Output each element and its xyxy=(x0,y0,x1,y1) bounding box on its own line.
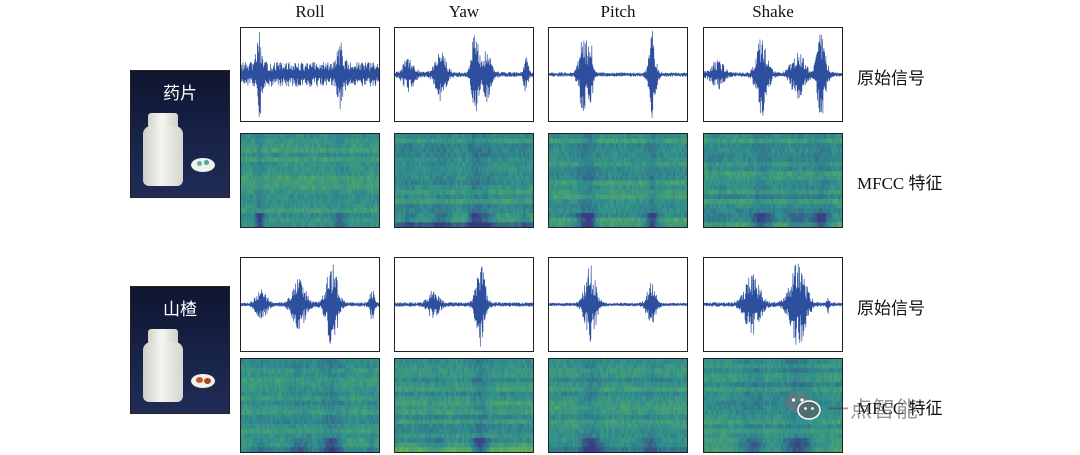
signal-panel-hawthorn-shake xyxy=(703,257,843,352)
pill-icon xyxy=(197,161,202,166)
wechat-icon xyxy=(785,391,821,420)
signal-trace xyxy=(395,266,533,347)
mfcc-panel-hawthorn-roll xyxy=(240,358,380,453)
hawthorn-slice-icon xyxy=(204,378,211,384)
mfcc-panel-hawthorn-yaw xyxy=(394,358,534,453)
dish-icon xyxy=(191,158,215,172)
row-label-signal: 原始信号 xyxy=(857,69,925,88)
signal-trace xyxy=(704,263,842,345)
signal-trace xyxy=(704,34,842,116)
mfcc-panel-pill-yaw xyxy=(394,133,534,228)
signal-panel-hawthorn-pitch xyxy=(548,257,688,352)
mfcc-panel-hawthorn-pitch xyxy=(548,358,688,453)
pill-icon xyxy=(204,160,209,165)
signal-panel-hawthorn-yaw xyxy=(394,257,534,352)
column-header-shake: Shake xyxy=(752,2,794,21)
signal-trace xyxy=(395,35,533,112)
signal-trace xyxy=(549,31,687,118)
signal-panel-pill-shake xyxy=(703,27,843,122)
row-label-signal-2: 原始信号 xyxy=(857,299,925,318)
dish-icon xyxy=(191,374,215,388)
signal-trace xyxy=(241,31,379,117)
column-header-yaw: Yaw xyxy=(448,2,480,21)
signal-trace xyxy=(549,265,687,343)
signal-trace xyxy=(241,264,379,344)
column-header-pitch: Pitch xyxy=(600,2,636,21)
row-label-mfcc: MFCC 特征 xyxy=(857,174,943,193)
bottle-cap-icon xyxy=(148,113,178,129)
bottle-icon xyxy=(143,126,183,186)
bottle-icon xyxy=(143,342,183,402)
signal-panel-pill-pitch xyxy=(548,27,688,122)
row-label-mfcc-2: MFCC 特征 xyxy=(857,399,943,418)
signal-panel-hawthorn-roll xyxy=(240,257,380,352)
signal-panel-pill-yaw xyxy=(394,27,534,122)
watermark-text: 一点智能 xyxy=(827,398,920,423)
hawthorn-slice-icon xyxy=(196,377,203,383)
watermark: 一点智能 xyxy=(783,387,1073,427)
object-photo-pill: 药片 xyxy=(130,70,230,198)
signal-panel-pill-roll xyxy=(240,27,380,122)
column-header-roll: Roll xyxy=(295,2,325,21)
mfcc-panel-hawthorn-shake xyxy=(703,358,843,453)
bottle-cap-icon xyxy=(148,329,178,345)
object-label-hawthorn: 山楂 xyxy=(163,300,197,319)
object-photo-hawthorn: 山楂 xyxy=(130,286,230,414)
object-label-pill: 药片 xyxy=(163,84,197,103)
mfcc-panel-pill-shake xyxy=(703,133,843,228)
mfcc-panel-pill-roll xyxy=(240,133,380,228)
mfcc-panel-pill-pitch xyxy=(548,133,688,228)
